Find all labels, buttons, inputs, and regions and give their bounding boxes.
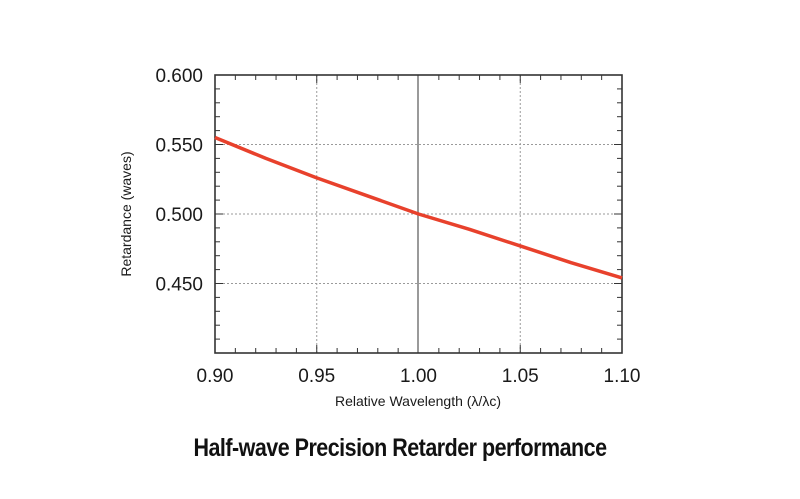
- y-tick-label: 0.450: [155, 275, 203, 296]
- retardance-chart: 0.90 0.95 1.00 1.05 1.10 0.600 0.550 0.500 0.45…: [118, 66, 641, 409]
- y-tick-label: 0.550: [155, 136, 203, 157]
- plot-frame: [214, 74, 623, 354]
- x-tick-label: 0.95: [298, 366, 335, 387]
- x-tick-label: 1.05: [502, 366, 539, 387]
- x-axis-label: Relative Wavelength (λ/λc): [335, 393, 501, 409]
- minor-ticks: [214, 74, 623, 354]
- y-axis-label: Retardance (waves): [118, 151, 134, 276]
- series-layer: [214, 135, 623, 280]
- x-tick-label: 1.00: [400, 366, 437, 387]
- x-tick-labels: 0.90 0.95 1.00 1.05 1.10: [197, 366, 641, 387]
- series-line: [214, 135, 623, 280]
- y-tick-label: 0.600: [155, 66, 203, 87]
- y-tick-label: 0.500: [155, 205, 203, 226]
- y-tick-labels: 0.600 0.550 0.500 0.450: [155, 66, 203, 296]
- x-tick-label: 1.10: [604, 366, 641, 387]
- x-tick-label: 0.90: [197, 366, 234, 387]
- figure-caption: Half-wave Precision Retarder performance: [193, 434, 607, 462]
